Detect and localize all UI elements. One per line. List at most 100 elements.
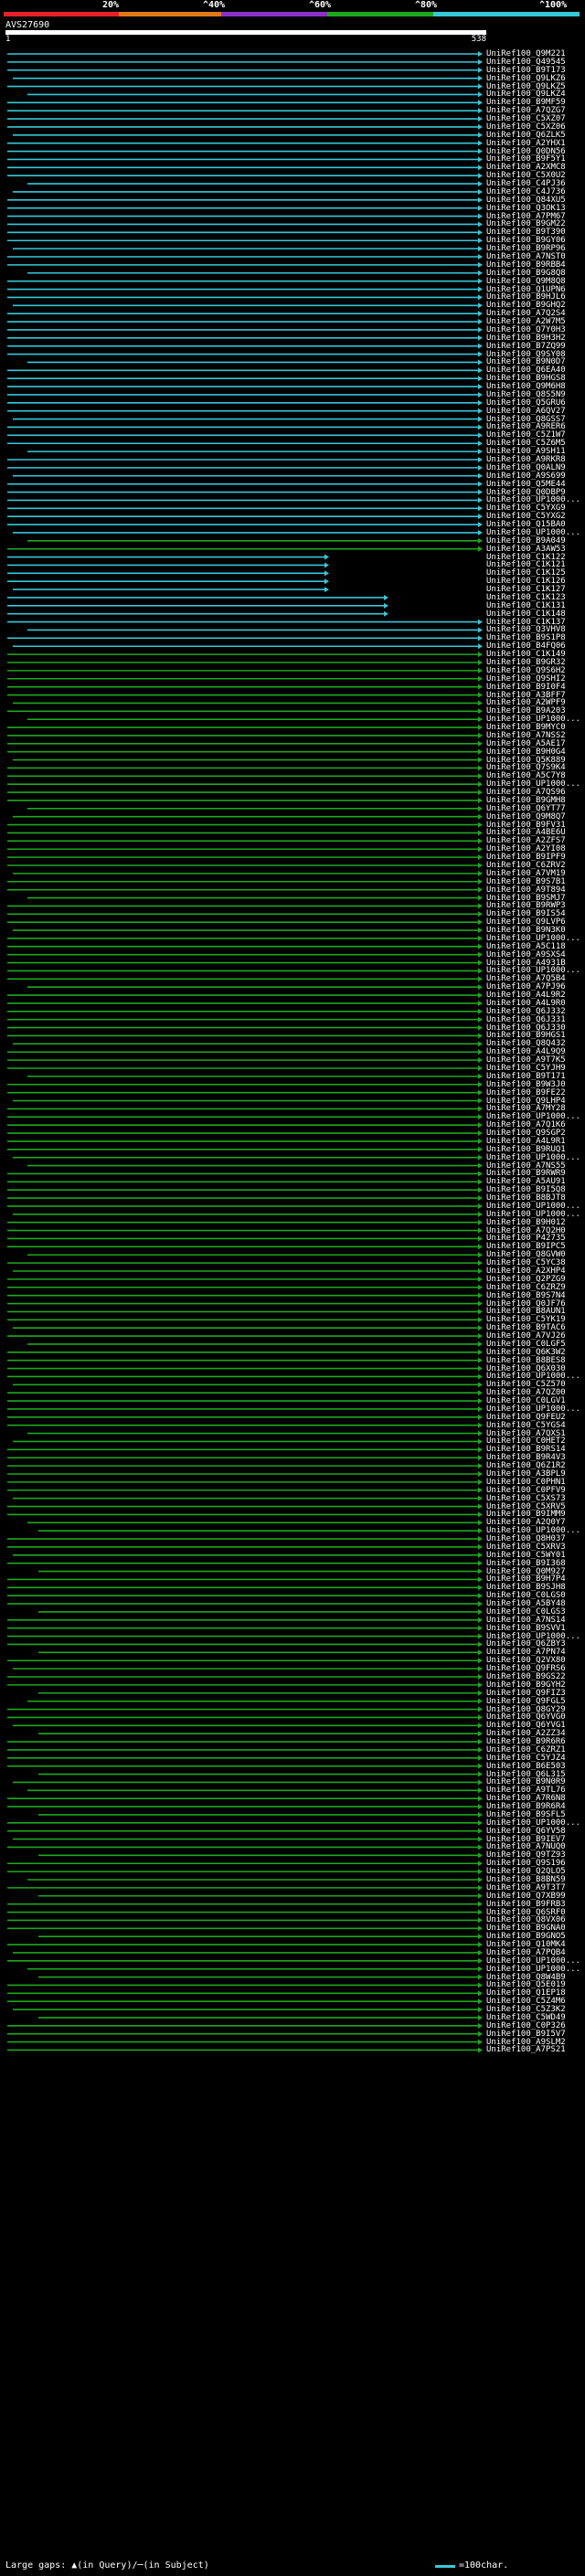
hit-label[interactable]: UniRef100_C5YC38 <box>486 1258 566 1268</box>
hit-label[interactable]: UniRef100_Q8S5N9 <box>486 389 566 399</box>
hit-label[interactable]: UniRef100_Q7Y0H3 <box>486 324 566 334</box>
hit-label[interactable]: UniRef100_Q6EA40 <box>486 366 566 376</box>
hit-label[interactable]: UniRef100_Q9M8Q7 <box>486 811 566 822</box>
hit-label[interactable]: UniRef100_A9RER6 <box>486 422 566 432</box>
hit-label[interactable]: UniRef100_C1K137 <box>486 617 566 627</box>
hit-label[interactable]: UniRef100_UP1000... <box>486 1372 580 1382</box>
hit-label[interactable]: UniRef100_B9A203 <box>486 706 566 716</box>
hit-label[interactable]: UniRef100_A9SH11 <box>486 447 566 457</box>
hit-label[interactable]: UniRef100_Q6X030 <box>486 1363 566 1373</box>
hit-label[interactable]: UniRef100_C5YJH9 <box>486 1064 566 1073</box>
hit-label[interactable]: UniRef100_C6ZRV2 <box>486 861 566 870</box>
hit-label[interactable]: UniRef100_C5Z6M5 <box>486 439 566 449</box>
hit-label[interactable]: UniRef100_B9GHQ2 <box>486 301 566 311</box>
hit-label[interactable]: UniRef100_UP1000... <box>486 527 580 537</box>
hit-label[interactable]: UniRef100_Q5E019 <box>486 1980 566 1990</box>
hit-label[interactable]: UniRef100_B8BJT8 <box>486 1193 566 1203</box>
hit-label[interactable]: UniRef100_A7NS14 <box>486 1615 566 1625</box>
hit-label[interactable]: UniRef100_B9HGS8 <box>486 374 566 384</box>
hit-label[interactable]: UniRef100_A5AU91 <box>486 1177 566 1187</box>
hit-label[interactable]: UniRef100_Q2VX80 <box>486 1656 566 1666</box>
hit-label[interactable]: UniRef100_A4L9R2 <box>486 991 566 1001</box>
hit-label[interactable]: UniRef100_A3BFF7 <box>486 690 566 700</box>
hit-label[interactable]: UniRef100_B9SFL5 <box>486 1809 566 1819</box>
hit-label[interactable]: UniRef100_C5XRV3 <box>486 1542 566 1552</box>
hit-label[interactable]: UniRef100_C5Z4M6 <box>486 1997 566 2007</box>
hit-label[interactable]: UniRef100_Q6YVG0 <box>486 1712 566 1723</box>
hit-label[interactable]: UniRef100_Q0JF76 <box>486 1299 566 1309</box>
hit-label[interactable]: UniRef100_A2Q0Y7 <box>486 1518 566 1528</box>
hit-label[interactable]: UniRef100_Q9SHI2 <box>486 673 566 684</box>
hit-label[interactable]: UniRef100_C1K125 <box>486 568 566 578</box>
hit-label[interactable]: UniRef100_B9RS14 <box>486 1445 566 1455</box>
hit-label[interactable]: UniRef100_C0LGV1 <box>486 1396 566 1406</box>
hit-label[interactable]: UniRef100_B9S1P8 <box>486 633 566 643</box>
hit-label[interactable]: UniRef100_P42735 <box>486 1234 566 1244</box>
hit-label[interactable]: UniRef100_Q1EP18 <box>486 1988 566 1998</box>
hit-label[interactable]: UniRef100_Q6L315 <box>486 1769 566 1779</box>
hit-label[interactable]: UniRef100_Q6YVG1 <box>486 1721 566 1731</box>
hit-label[interactable]: UniRef100_Q9S6H2 <box>486 665 566 675</box>
hit-label[interactable]: UniRef100_A3BPL9 <box>486 1469 566 1479</box>
hit-label[interactable]: UniRef100_A5C7Y8 <box>486 771 566 781</box>
hit-label[interactable]: UniRef100_C0LGS3 <box>486 1606 566 1617</box>
hit-label[interactable]: UniRef100_B9FV31 <box>486 820 566 830</box>
hit-label[interactable]: UniRef100_B7ZQ99 <box>486 341 566 351</box>
hit-label[interactable]: UniRef100_B9S7B1 <box>486 876 566 886</box>
hit-label[interactable]: UniRef100_C1K131 <box>486 600 566 610</box>
hit-label[interactable]: UniRef100_C4J736 <box>486 186 566 196</box>
hit-label[interactable]: UniRef100_B9FE22 <box>486 1087 566 1097</box>
hit-label[interactable]: UniRef100_Q3VHV8 <box>486 625 566 635</box>
hit-label[interactable]: UniRef100_A7PQB4 <box>486 1947 566 1957</box>
hit-label[interactable]: UniRef100_Q9M221 <box>486 49 566 58</box>
hit-label[interactable]: UniRef100_Q6SRF0 <box>486 1907 566 1917</box>
hit-label[interactable]: UniRef100_B9GYH2 <box>486 1680 566 1690</box>
hit-label[interactable]: UniRef100_Q6ZBY3 <box>486 1639 566 1649</box>
hit-label[interactable]: UniRef100_B9IS54 <box>486 909 566 919</box>
hit-label[interactable]: UniRef100_UP1000... <box>486 1152 580 1162</box>
hit-label[interactable]: UniRef100_C5XZ06 <box>486 122 566 132</box>
hit-label[interactable]: UniRef100_B9T171 <box>486 1071 566 1081</box>
hit-label[interactable]: UniRef100_A6QV27 <box>486 406 566 416</box>
hit-label[interactable]: UniRef100_B9H3H2 <box>486 333 566 343</box>
hit-label[interactable]: UniRef100_A9T3T7 <box>486 1882 566 1892</box>
hit-label[interactable]: UniRef100_C5YGS4 <box>486 1420 566 1430</box>
hit-label[interactable]: UniRef100_B9HGS1 <box>486 1031 566 1041</box>
hit-label[interactable]: UniRef100_A7QZG7 <box>486 106 566 116</box>
hit-label[interactable]: UniRef100_Q9FEU2 <box>486 1412 566 1422</box>
hit-label[interactable]: UniRef100_C1K122 <box>486 552 566 562</box>
hit-label[interactable]: UniRef100_UP1000... <box>486 1956 580 1966</box>
hit-label[interactable]: UniRef100_A2WPF9 <box>486 698 566 708</box>
hit-label[interactable]: UniRef100_B9IPC5 <box>486 1242 566 1252</box>
hit-label[interactable]: UniRef100_Q2QLO5 <box>486 1867 566 1877</box>
hit-label[interactable]: UniRef100_Q6J331 <box>486 1014 566 1024</box>
hit-label[interactable]: UniRef100_A2YHX1 <box>486 138 566 148</box>
hit-label[interactable]: UniRef100_A5BY48 <box>486 1599 566 1609</box>
hit-label[interactable]: UniRef100_A9TL76 <box>486 1786 566 1796</box>
hit-label[interactable]: UniRef100_Q0DN56 <box>486 146 566 156</box>
hit-label[interactable]: UniRef100_Q9LHP4 <box>486 1096 566 1106</box>
hit-label[interactable]: UniRef100_A7QZ00 <box>486 1388 566 1398</box>
hit-label[interactable]: UniRef100_C0LGF5 <box>486 1339 566 1349</box>
hit-label[interactable]: UniRef100_C6ZRZ1 <box>486 1744 566 1754</box>
hit-label[interactable]: UniRef100_Q7XB99 <box>486 1891 566 1901</box>
hit-label[interactable]: UniRef100_C5YXG2 <box>486 512 566 522</box>
hit-label[interactable]: UniRef100_B9MYC0 <box>486 723 566 733</box>
hit-label[interactable]: UniRef100_Q8VX06 <box>486 1915 566 1925</box>
hit-label[interactable]: UniRef100_C1K126 <box>486 577 566 587</box>
hit-label[interactable]: UniRef100_A9S699 <box>486 471 566 481</box>
hit-label[interactable]: UniRef100_Q6Z1R2 <box>486 1461 566 1471</box>
hit-label[interactable]: UniRef100_B9A049 <box>486 535 566 546</box>
hit-label[interactable]: UniRef100_A2ZZ34 <box>486 1729 566 1739</box>
hit-label[interactable]: UniRef100_B9GNA0 <box>486 1924 566 1934</box>
hit-label[interactable]: UniRef100_UP1000... <box>486 1209 580 1219</box>
hit-label[interactable]: UniRef100_C5YXG9 <box>486 504 566 514</box>
hit-label[interactable]: UniRef100_B9TAC6 <box>486 1323 566 1333</box>
hit-label[interactable]: UniRef100_B9SVV1 <box>486 1623 566 1633</box>
hit-label[interactable]: UniRef100_Q9FRS6 <box>486 1664 566 1674</box>
hit-label[interactable]: UniRef100_B9H0G4 <box>486 747 566 757</box>
hit-label[interactable]: UniRef100_A9T894 <box>486 885 566 895</box>
hit-label[interactable]: UniRef100_Q8GSS7 <box>486 414 566 424</box>
hit-label[interactable]: UniRef100_Q6YT77 <box>486 803 566 813</box>
hit-label[interactable]: UniRef100_B9IMM9 <box>486 1510 566 1520</box>
